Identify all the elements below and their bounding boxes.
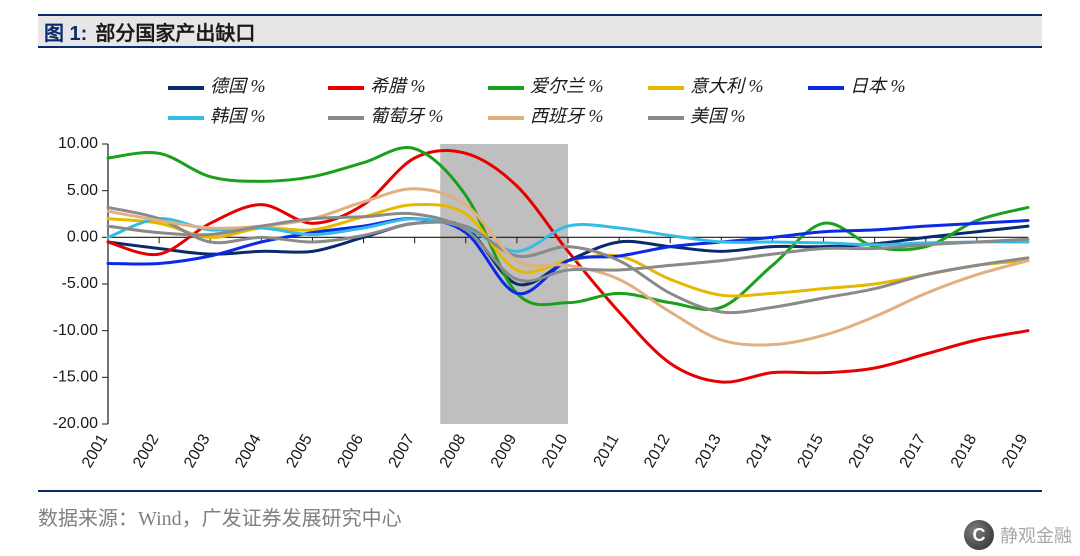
x-tick-label: 2007 bbox=[386, 431, 419, 470]
footer-divider bbox=[38, 490, 1042, 492]
legend-label: 希腊 % bbox=[370, 76, 426, 96]
watermark-text: 静观金融 bbox=[1000, 522, 1072, 548]
x-tick-label: 2013 bbox=[692, 431, 725, 470]
x-tick-label: 2009 bbox=[488, 431, 521, 470]
output-gap-chart: 10.00 5.00 0.00 -5.00 -10.00 -15.00 -20.002001… bbox=[38, 64, 1042, 482]
x-tick-label: 2005 bbox=[283, 431, 316, 470]
y-tick-label: -5.00 bbox=[62, 275, 99, 292]
x-tick-label: 2001 bbox=[79, 431, 112, 470]
y-tick-label: 0.00 bbox=[67, 229, 98, 246]
x-tick-label: 2014 bbox=[743, 431, 776, 470]
x-tick-label: 2012 bbox=[641, 431, 674, 470]
x-tick-label: 2006 bbox=[335, 431, 368, 470]
figure-container: 图 1: 部分国家产出缺口 10.00 5.00 0.00 -5.00 -10.00 -1… bbox=[0, 0, 1080, 556]
legend-label: 葡萄牙 % bbox=[370, 106, 444, 126]
x-tick-label: 2011 bbox=[591, 431, 623, 469]
x-tick-label: 2019 bbox=[999, 431, 1032, 470]
x-tick-label: 2015 bbox=[795, 431, 828, 470]
legend-label: 意大利 % bbox=[690, 76, 764, 96]
legend: 德国 % 希腊 % 爱尔兰 % 意大利 % 日本 % 韩国 % 葡萄牙 % 西班牙 % 美国 % bbox=[168, 76, 906, 126]
figure-title: 部分国家产出缺口 bbox=[95, 17, 255, 46]
y-tick-label: 10.00 bbox=[58, 135, 98, 152]
legend-label: 德国 % bbox=[210, 76, 266, 96]
x-tick-label: 2016 bbox=[846, 431, 879, 470]
legend-label: 韩国 % bbox=[210, 106, 266, 126]
x-tick-label: 2008 bbox=[437, 431, 470, 470]
x-tick-label: 2010 bbox=[539, 431, 572, 470]
x-tick-label: 2002 bbox=[130, 431, 163, 470]
x-tick-label: 2004 bbox=[232, 431, 265, 470]
y-tick-label: 5.00 bbox=[67, 182, 98, 199]
wechat-icon: C bbox=[964, 520, 994, 550]
figure-number: 图 1: bbox=[44, 17, 87, 46]
watermark: C 静观金融 bbox=[964, 520, 1072, 550]
legend-label: 西班牙 % bbox=[530, 106, 604, 126]
x-tick-label: 2017 bbox=[897, 431, 930, 470]
x-tick-label: 2018 bbox=[948, 431, 981, 470]
y-tick-label: -10.00 bbox=[53, 322, 98, 339]
legend-label: 美国 % bbox=[690, 106, 746, 126]
figure-title-bar: 图 1: 部分国家产出缺口 bbox=[38, 14, 1042, 48]
data-source: 数据来源：Wind，广发证券发展研究中心 bbox=[38, 502, 402, 531]
x-tick-label: 2003 bbox=[181, 431, 214, 470]
y-tick-label: -15.00 bbox=[53, 369, 98, 386]
y-tick-label: -20.00 bbox=[53, 415, 98, 432]
legend-label: 日本 % bbox=[850, 76, 906, 96]
legend-label: 爱尔兰 % bbox=[530, 76, 604, 96]
